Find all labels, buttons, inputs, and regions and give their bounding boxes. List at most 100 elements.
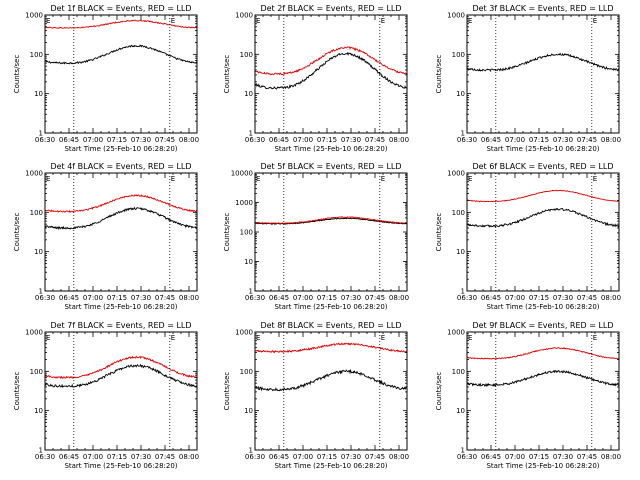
- events-series-line: [466, 52, 620, 73]
- y-tick-label: 1: [39, 130, 43, 138]
- x-tick-label: 07:45: [365, 136, 385, 144]
- x-axis-label: Start Time (25-Feb-10 06:28:20): [274, 462, 387, 470]
- x-tick-label: 07:30: [553, 453, 573, 461]
- event-marker-label: E: [593, 175, 597, 183]
- lld-series-line: [44, 194, 198, 213]
- y-axis-label: Counts/sec: [13, 213, 21, 252]
- x-tick-label: 08:00: [389, 294, 409, 302]
- lld-series-line: [44, 355, 198, 380]
- x-tick-label: 07:15: [317, 453, 337, 461]
- x-tick-label: 07:45: [365, 294, 385, 302]
- x-tick-label: 07:15: [107, 453, 127, 461]
- x-tick-label: 06:30: [35, 453, 55, 461]
- y-tick-label: 10: [34, 248, 43, 256]
- events-series-line: [254, 52, 408, 90]
- x-axis-label: Start Time (25-Feb-10 06:28:20): [64, 462, 177, 470]
- plot-frame: [254, 172, 408, 292]
- y-tick-label: 10: [34, 90, 43, 98]
- x-tick-label: 06:30: [457, 136, 477, 144]
- y-tick-label: 1: [249, 130, 253, 138]
- x-tick-label: 07:30: [341, 136, 361, 144]
- y-tick-label: 10: [456, 248, 465, 256]
- x-tick-label: 08:00: [179, 294, 199, 302]
- x-tick-label: 08:00: [601, 453, 621, 461]
- y-tick-label: 1000: [235, 12, 253, 20]
- y-tick-label: 100: [30, 368, 43, 376]
- x-tick-label: 07:15: [529, 453, 549, 461]
- y-tick-label: 10000: [231, 170, 253, 178]
- x-tick-label: 07:15: [317, 294, 337, 302]
- y-tick-label: 1: [461, 447, 465, 455]
- plot-title: Det 5f BLACK = Events, RED = LLD: [260, 162, 401, 171]
- y-tick-label: 1000: [25, 329, 43, 337]
- x-axis-label: Start Time (25-Feb-10 06:28:20): [486, 145, 599, 153]
- x-tick-label: 07:45: [577, 453, 597, 461]
- x-tick-label: 07:45: [365, 453, 385, 461]
- plot-title: Det 7f BLACK = Events, RED = LLD: [50, 321, 191, 330]
- x-tick-label: 06:30: [457, 294, 477, 302]
- event-marker-label: E: [46, 17, 50, 25]
- event-marker-label: E: [171, 334, 175, 342]
- lld-series-line: [254, 342, 408, 354]
- x-tick-label: 07:30: [341, 453, 361, 461]
- y-axis-label: Counts/sec: [223, 372, 231, 411]
- x-axis-label: Start Time (25-Feb-10 06:28:20): [486, 462, 599, 470]
- event-marker-label: E: [381, 17, 385, 25]
- y-tick-label: 10: [34, 407, 43, 415]
- event-marker-label: E: [171, 17, 175, 25]
- x-tick-label: 06:30: [245, 136, 265, 144]
- x-tick-label: 07:45: [155, 136, 175, 144]
- x-axis-label: Start Time (25-Feb-10 06:28:20): [64, 303, 177, 311]
- x-tick-label: 08:00: [601, 294, 621, 302]
- event-marker-label: E: [381, 334, 385, 342]
- y-tick-label: 100: [240, 368, 253, 376]
- y-tick-label: 100: [30, 51, 43, 59]
- x-tick-label: 07:30: [131, 136, 151, 144]
- y-tick-label: 1000: [25, 170, 43, 178]
- y-tick-label: 10: [244, 258, 253, 266]
- plot-title: Det 4f BLACK = Events, RED = LLD: [50, 162, 191, 171]
- event-marker-label: E: [381, 175, 385, 183]
- x-tick-label: 07:00: [293, 453, 313, 461]
- event-marker-label: E: [593, 334, 597, 342]
- x-tick-label: 07:45: [577, 136, 597, 144]
- lld-series-line: [44, 19, 198, 30]
- x-axis-label: Start Time (25-Feb-10 06:28:20): [64, 145, 177, 153]
- x-tick-label: 07:00: [505, 453, 525, 461]
- events-series-line: [44, 363, 197, 389]
- x-tick-label: 07:00: [83, 136, 103, 144]
- plot-frame: [466, 172, 620, 292]
- y-axis-label: Counts/sec: [223, 55, 231, 94]
- x-tick-label: 06:45: [59, 294, 79, 302]
- y-tick-label: 100: [240, 51, 253, 59]
- plot-frame: [466, 14, 620, 134]
- event-marker-label: E: [468, 334, 472, 342]
- x-tick-label: 07:45: [155, 294, 175, 302]
- x-tick-label: 07:00: [83, 453, 103, 461]
- y-axis-label: Counts/sec: [435, 213, 443, 252]
- plot-title: Det 2f BLACK = Events, RED = LLD: [260, 4, 401, 13]
- events-series-line: [44, 44, 198, 65]
- plot-title: Det 9f BLACK = Events, RED = LLD: [472, 321, 613, 330]
- x-tick-label: 07:45: [577, 294, 597, 302]
- y-tick-label: 1: [39, 447, 43, 455]
- y-tick-label: 100: [452, 209, 465, 217]
- x-tick-label: 07:00: [293, 294, 313, 302]
- y-tick-label: 10: [244, 407, 253, 415]
- plot-frame: [254, 14, 408, 134]
- x-tick-label: 08:00: [389, 136, 409, 144]
- y-axis-label: Counts/sec: [13, 55, 21, 94]
- event-marker-label: E: [256, 175, 260, 183]
- events-series-line: [44, 206, 198, 231]
- x-tick-label: 06:45: [481, 294, 501, 302]
- event-marker-label: E: [256, 17, 260, 25]
- x-tick-label: 07:30: [553, 294, 573, 302]
- x-tick-label: 07:00: [505, 294, 525, 302]
- y-tick-label: 1: [461, 288, 465, 296]
